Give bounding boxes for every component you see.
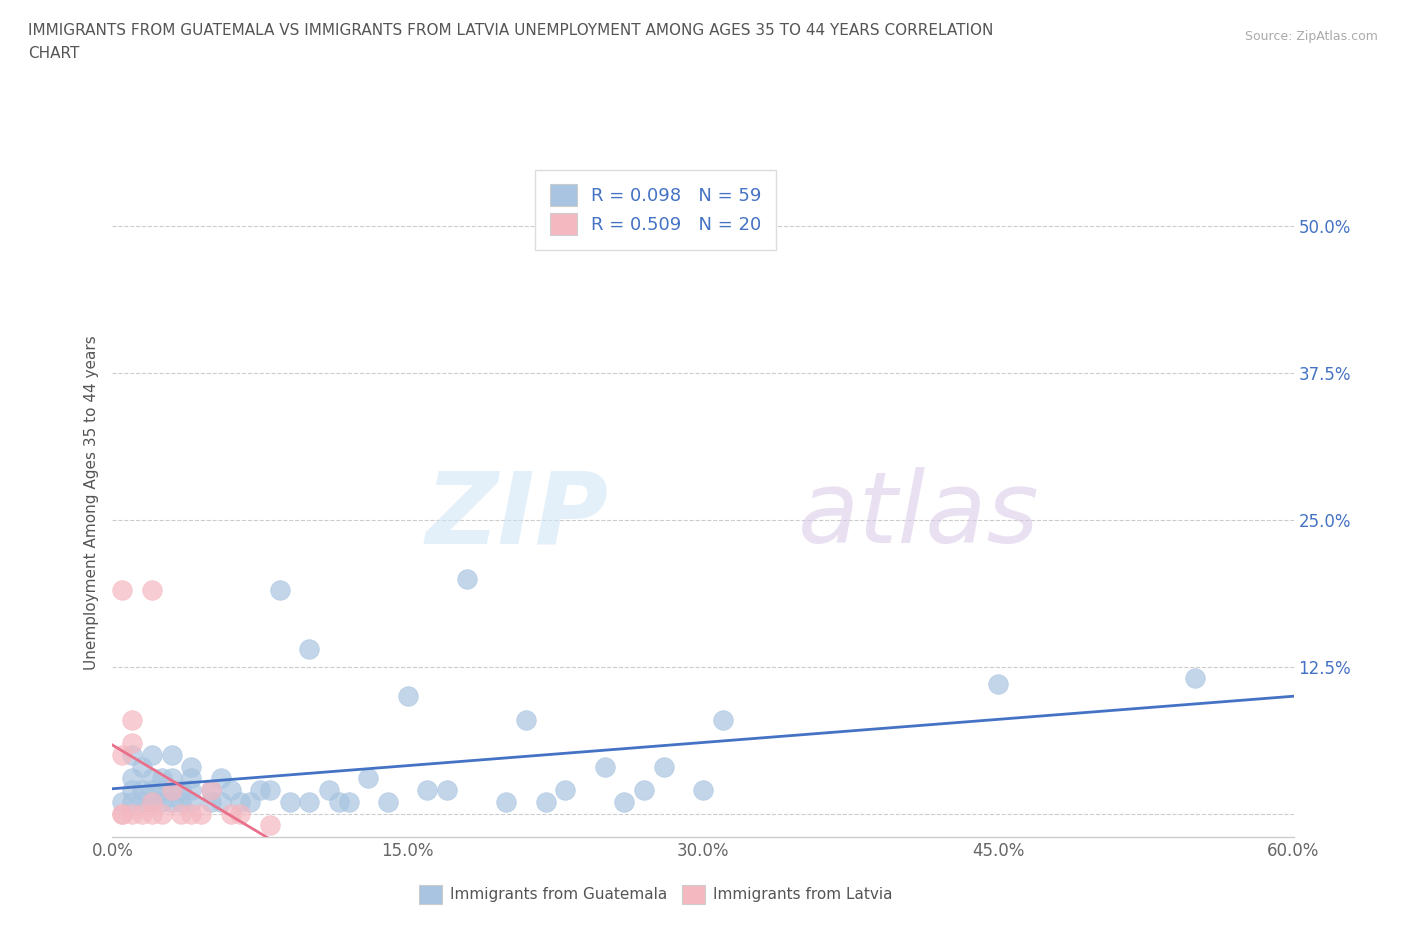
Point bbox=[131, 759, 153, 774]
Point bbox=[111, 794, 134, 809]
Point bbox=[121, 736, 143, 751]
Point bbox=[141, 771, 163, 786]
Point bbox=[131, 782, 153, 797]
Point bbox=[190, 806, 212, 821]
Point bbox=[219, 806, 242, 821]
Point bbox=[150, 806, 173, 821]
Point bbox=[170, 782, 193, 797]
Point bbox=[111, 806, 134, 821]
Point bbox=[278, 794, 301, 809]
Text: Source: ZipAtlas.com: Source: ZipAtlas.com bbox=[1244, 30, 1378, 43]
Point bbox=[141, 748, 163, 763]
Point bbox=[259, 782, 281, 797]
Point bbox=[456, 571, 478, 586]
Point bbox=[239, 794, 262, 809]
Point bbox=[180, 794, 202, 809]
Text: atlas: atlas bbox=[797, 467, 1039, 565]
Point bbox=[160, 782, 183, 797]
Point bbox=[200, 782, 222, 797]
Point bbox=[111, 748, 134, 763]
Point bbox=[200, 782, 222, 797]
Point bbox=[121, 794, 143, 809]
Point bbox=[219, 782, 242, 797]
Point bbox=[328, 794, 350, 809]
Point bbox=[534, 794, 557, 809]
Point bbox=[269, 583, 291, 598]
Point bbox=[259, 817, 281, 832]
Point bbox=[436, 782, 458, 797]
Point bbox=[515, 712, 537, 727]
Point bbox=[633, 782, 655, 797]
Point bbox=[180, 782, 202, 797]
Point bbox=[652, 759, 675, 774]
Point bbox=[141, 794, 163, 809]
Point bbox=[121, 712, 143, 727]
Point bbox=[337, 794, 360, 809]
Point bbox=[692, 782, 714, 797]
Point bbox=[121, 782, 143, 797]
Point bbox=[593, 759, 616, 774]
Point bbox=[357, 771, 380, 786]
Point bbox=[209, 794, 232, 809]
Point bbox=[131, 806, 153, 821]
Point bbox=[141, 794, 163, 809]
Point bbox=[1184, 671, 1206, 685]
Point bbox=[141, 806, 163, 821]
Point bbox=[416, 782, 439, 797]
Point bbox=[131, 794, 153, 809]
Point bbox=[396, 688, 419, 703]
Point bbox=[160, 782, 183, 797]
Point bbox=[111, 583, 134, 598]
Point bbox=[141, 583, 163, 598]
Point bbox=[229, 806, 252, 821]
Legend: Immigrants from Guatemala, Immigrants from Latvia: Immigrants from Guatemala, Immigrants fr… bbox=[413, 879, 898, 910]
Point bbox=[121, 748, 143, 763]
Point bbox=[229, 794, 252, 809]
Text: CHART: CHART bbox=[28, 46, 80, 61]
Text: ZIP: ZIP bbox=[426, 467, 609, 565]
Point bbox=[298, 794, 321, 809]
Point bbox=[121, 806, 143, 821]
Point bbox=[170, 794, 193, 809]
Point bbox=[249, 782, 271, 797]
Point bbox=[180, 759, 202, 774]
Point bbox=[160, 794, 183, 809]
Point bbox=[121, 771, 143, 786]
Point bbox=[160, 748, 183, 763]
Point bbox=[170, 806, 193, 821]
Y-axis label: Unemployment Among Ages 35 to 44 years: Unemployment Among Ages 35 to 44 years bbox=[83, 335, 98, 670]
Point bbox=[495, 794, 517, 809]
Point bbox=[180, 806, 202, 821]
Point bbox=[150, 771, 173, 786]
Point bbox=[209, 771, 232, 786]
Point bbox=[141, 782, 163, 797]
Text: IMMIGRANTS FROM GUATEMALA VS IMMIGRANTS FROM LATVIA UNEMPLOYMENT AMONG AGES 35 T: IMMIGRANTS FROM GUATEMALA VS IMMIGRANTS … bbox=[28, 23, 994, 38]
Point bbox=[987, 677, 1010, 692]
Point bbox=[377, 794, 399, 809]
Point bbox=[111, 806, 134, 821]
Point bbox=[200, 794, 222, 809]
Point bbox=[711, 712, 734, 727]
Point bbox=[298, 642, 321, 657]
Point bbox=[613, 794, 636, 809]
Point bbox=[150, 794, 173, 809]
Point bbox=[150, 782, 173, 797]
Point bbox=[160, 771, 183, 786]
Point bbox=[318, 782, 340, 797]
Point bbox=[554, 782, 576, 797]
Point bbox=[180, 771, 202, 786]
